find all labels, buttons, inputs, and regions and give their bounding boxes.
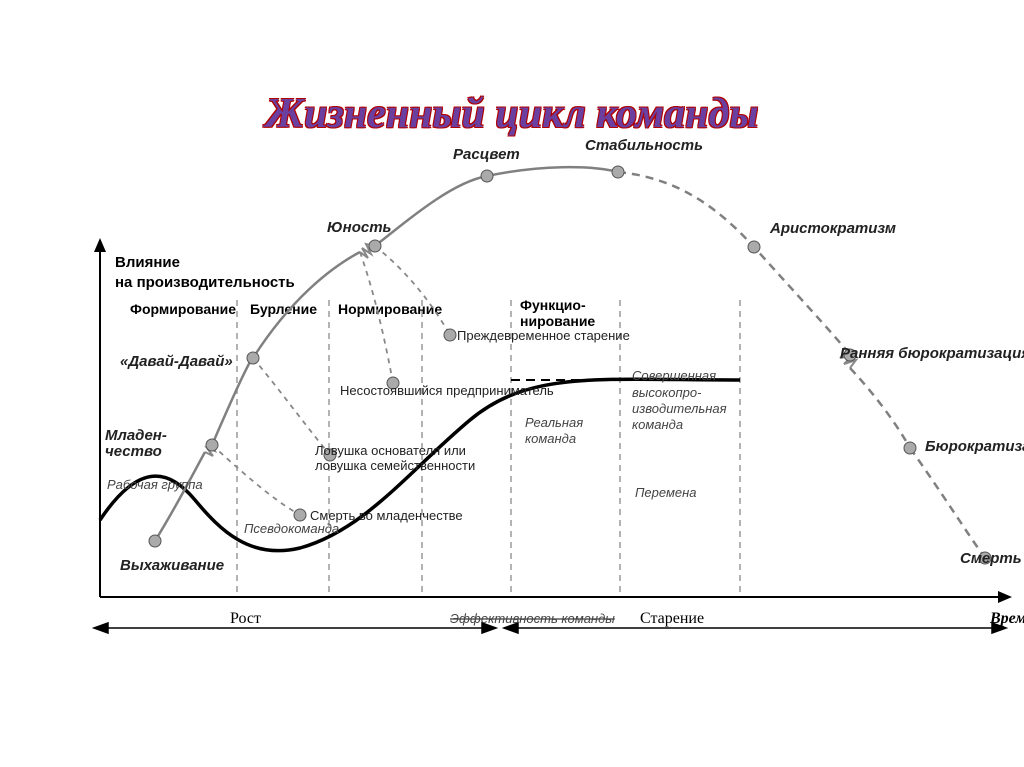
trap-2b: ловушка семейственности — [315, 458, 475, 473]
stage-rascvet: Расцвет — [453, 146, 520, 163]
trap-curve-4 — [375, 246, 450, 335]
trap-nodes — [294, 329, 456, 521]
trap-curve-2 — [253, 358, 330, 455]
stage-stabil: Стабильность — [585, 137, 703, 154]
life-seg-7 — [850, 368, 910, 448]
stage-yunost: Юность — [327, 219, 392, 236]
life-seg-2 — [212, 362, 250, 445]
trap-curve-3 — [360, 252, 393, 383]
inner-sov-2: высокопро- — [632, 385, 702, 400]
phase-aging: Старение — [640, 610, 704, 627]
y-axis-label-2: на производительность — [115, 274, 295, 291]
trap-curve-1 — [212, 445, 300, 515]
region-funk-1: Функцио- — [520, 297, 586, 313]
trap-2a: Ловушка основателя или — [315, 443, 466, 458]
y-axis-label-1: Влияние — [115, 254, 180, 271]
region-funk-2: нирование — [520, 313, 595, 329]
stage-aristokratizm: Аристократизм — [769, 220, 896, 237]
stage-smert: Смерть — [960, 550, 1022, 567]
inner-real-1: Реальная — [525, 415, 583, 430]
region-normirovanie: Нормирование — [338, 301, 442, 317]
inner-rabochaya: Рабочая группа — [107, 477, 203, 492]
stage-byuro: Бюрократизация — [925, 438, 1024, 455]
inner-real-2: команда — [525, 431, 576, 446]
inner-sov-1: Совершенная — [632, 368, 716, 383]
x-time-label: Время — [989, 610, 1024, 627]
life-seg-4 — [375, 176, 487, 246]
inner-sov-3: изводительная — [632, 401, 727, 416]
stage-rannyaya: Ранняя бюрократизация — [840, 345, 1024, 362]
inner-sov-4: команда — [632, 417, 683, 432]
lifecycle-decline-curve — [618, 172, 848, 352]
region-formirovanie: Формирование — [130, 301, 236, 317]
stage-mladen-2: чество — [105, 443, 162, 460]
trap-3: Несостоявшийся предприниматель — [340, 383, 554, 398]
x-mid-label: Эффективность команды — [450, 611, 615, 626]
trap-4: Преждевременное старение — [457, 328, 630, 343]
inner-psevdo: Псевдокоманда — [244, 521, 339, 536]
phase-growth: Рост — [230, 610, 261, 627]
life-seg-5 — [487, 167, 618, 176]
stage-davaj: «Давай-Давай» — [120, 353, 233, 370]
lifecycle-chart: Влияние на производительность Формирован… — [0, 0, 1024, 767]
stage-mladen-1: Младен- — [105, 427, 167, 444]
life-seg-8 — [910, 448, 985, 558]
inner-peremena: Перемена — [635, 485, 697, 500]
stage-vyhazhivanie: Выхаживание — [120, 557, 224, 574]
vertical-dashes — [237, 300, 740, 597]
lifecycle-growth-curve — [155, 452, 205, 541]
